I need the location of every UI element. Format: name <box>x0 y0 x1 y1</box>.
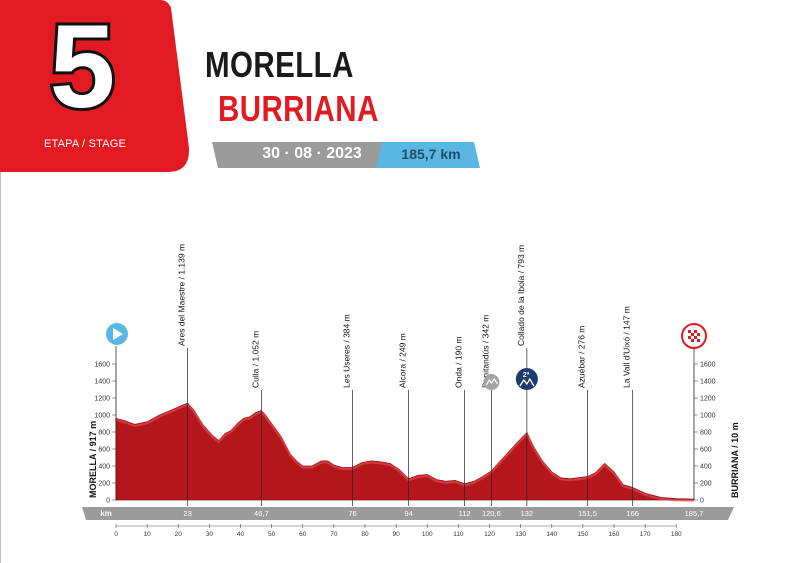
km-bar-label: km <box>100 509 112 518</box>
y-tick-label-right: 1400 <box>700 379 716 386</box>
y-tick-label-left: 600 <box>98 447 110 454</box>
x-tick-label: 170 <box>640 531 651 538</box>
waypoint-label-group: Ares del Maestre / 1.139 m <box>177 244 187 346</box>
y-tick-label-right: 0 <box>700 498 704 505</box>
km-bar-waypoint-label: 76 <box>348 509 356 518</box>
waypoint-label-group: Benitandús / 342 m <box>480 315 490 388</box>
km-bar-waypoint-label: 112 <box>459 509 471 518</box>
finish-side-label: BURRIANA / 10 m <box>730 422 740 498</box>
stage-start-title: MORELLA <box>205 44 354 85</box>
waypoint-label-group: Azuébar / 276 m <box>577 326 587 388</box>
x-tick-label: 40 <box>237 531 245 538</box>
x-tick-label: 50 <box>268 531 276 538</box>
y-tick-label-right: 800 <box>700 430 712 437</box>
km-bar-waypoint-label: 94 <box>404 509 412 518</box>
stage-finish-title: BURRIANA <box>218 88 379 129</box>
y-tick-label-left: 1400 <box>94 379 110 386</box>
x-tick-label: 160 <box>609 531 620 538</box>
y-tick-label-left: 200 <box>98 481 110 488</box>
waypoint-label: La Vall d'Uixó / 147 m <box>622 306 632 388</box>
waypoint-label-group: La Vall d'Uixó / 147 m <box>622 306 632 388</box>
waypoint-label: Azuébar / 276 m <box>577 326 587 388</box>
y-tick-label-left: 400 <box>98 464 110 471</box>
page-left-rule <box>0 170 1 563</box>
x-tick-label: 130 <box>515 531 526 538</box>
stage-badge: 5 ETAPA / STAGE <box>0 0 190 172</box>
km-bar-waypoint-label: 132 <box>521 509 534 518</box>
x-tick-label: 140 <box>546 531 557 538</box>
play-icon-triangle <box>113 328 123 340</box>
checkered-square <box>697 333 700 336</box>
km-bar-waypoint-label: 151,5 <box>578 509 597 518</box>
climb-category-label: 2ª <box>523 372 530 379</box>
stage-distance: 185,7 km <box>401 146 461 162</box>
x-tick-label: 90 <box>393 531 401 538</box>
waypoint-label-group: Collado de la Ibola / 793 m <box>516 245 526 346</box>
waypoint-label: Culla / 1.052 m <box>250 331 260 388</box>
y-tick-label-right: 400 <box>700 464 712 471</box>
y-tick-label-right: 1600 <box>700 362 716 369</box>
x-tick-label: 120 <box>484 531 495 538</box>
sprint-icon-mark <box>485 377 498 386</box>
x-tick-label: 60 <box>299 531 307 538</box>
x-tick-label: 150 <box>577 531 588 538</box>
date-distance-bar: 30 · 08 · 2023 185,7 km <box>212 142 480 168</box>
waypoint-label: Alcora / 249 m <box>398 333 408 388</box>
x-tick-label: 30 <box>206 531 214 538</box>
stage-date: 30 · 08 · 2023 <box>262 145 362 162</box>
checkered-square <box>691 333 694 336</box>
checkered-square <box>694 330 697 333</box>
y-tick-label-left: 0 <box>106 498 110 505</box>
waypoint-label-group: Onda / 190 m <box>454 336 464 388</box>
checkered-square <box>694 336 697 339</box>
km-bar-waypoint-label: 166 <box>626 509 639 518</box>
waypoint-label: Benitandús / 342 m <box>480 315 490 388</box>
stage-badge-shape <box>0 0 190 172</box>
x-tick-label: 180 <box>671 531 682 538</box>
km-bar-waypoint-label: 46,7 <box>254 509 269 518</box>
waypoint-label: Onda / 190 m <box>454 336 464 388</box>
x-tick-label: 70 <box>330 531 338 538</box>
checkered-square <box>697 339 700 342</box>
x-tick-label: 100 <box>422 531 433 538</box>
y-tick-label-right: 600 <box>700 447 712 454</box>
checkered-square <box>688 330 691 333</box>
date-distance-shape <box>212 142 480 168</box>
y-tick-label-left: 1000 <box>94 413 110 420</box>
waypoint-label-group: Alcora / 249 m <box>398 333 408 388</box>
y-tick-label-left: 800 <box>98 430 110 437</box>
checkered-square <box>691 339 694 342</box>
y-tick-label-right: 200 <box>700 481 712 488</box>
y-tick-label-right: 1000 <box>700 413 716 420</box>
x-tick-label: 80 <box>361 531 369 538</box>
km-bar <box>82 507 734 520</box>
waypoint-label: Les Useres / 384 m <box>342 314 352 388</box>
start-side-label-group: MORELLA / 917 m <box>88 421 98 498</box>
y-tick-label-left: 1200 <box>94 396 110 403</box>
x-tick-label: 0 <box>114 531 118 538</box>
stage-number: 5 <box>47 1 119 133</box>
waypoint-label: Ares del Maestre / 1.139 m <box>177 244 187 346</box>
km-bar-waypoint-label: 120,6 <box>482 509 501 518</box>
km-bar-waypoint-label: 23 <box>183 509 191 518</box>
elevation-profile-area <box>115 402 695 501</box>
waypoint-label: Collado de la Ibola / 793 m <box>516 245 526 346</box>
climb-icon-mark <box>519 377 535 387</box>
y-tick-label-right: 1200 <box>700 396 716 403</box>
x-tick-label: 110 <box>453 531 464 538</box>
start-side-label: MORELLA / 917 m <box>88 421 98 498</box>
stage-label: ETAPA / STAGE <box>43 138 127 150</box>
waypoint-label-group: Culla / 1.052 m <box>250 331 260 388</box>
elevation-profile-ridge <box>114 403 695 502</box>
checkered-square <box>688 336 691 339</box>
x-tick-label: 20 <box>175 531 183 538</box>
finish-side-label-group: BURRIANA / 10 m <box>730 422 740 498</box>
km-bar-finish-label: 185,7 <box>685 509 704 518</box>
y-tick-label-left: 1600 <box>94 362 110 369</box>
x-tick-label: 10 <box>144 531 152 538</box>
waypoint-label-group: Les Useres / 384 m <box>342 314 352 388</box>
